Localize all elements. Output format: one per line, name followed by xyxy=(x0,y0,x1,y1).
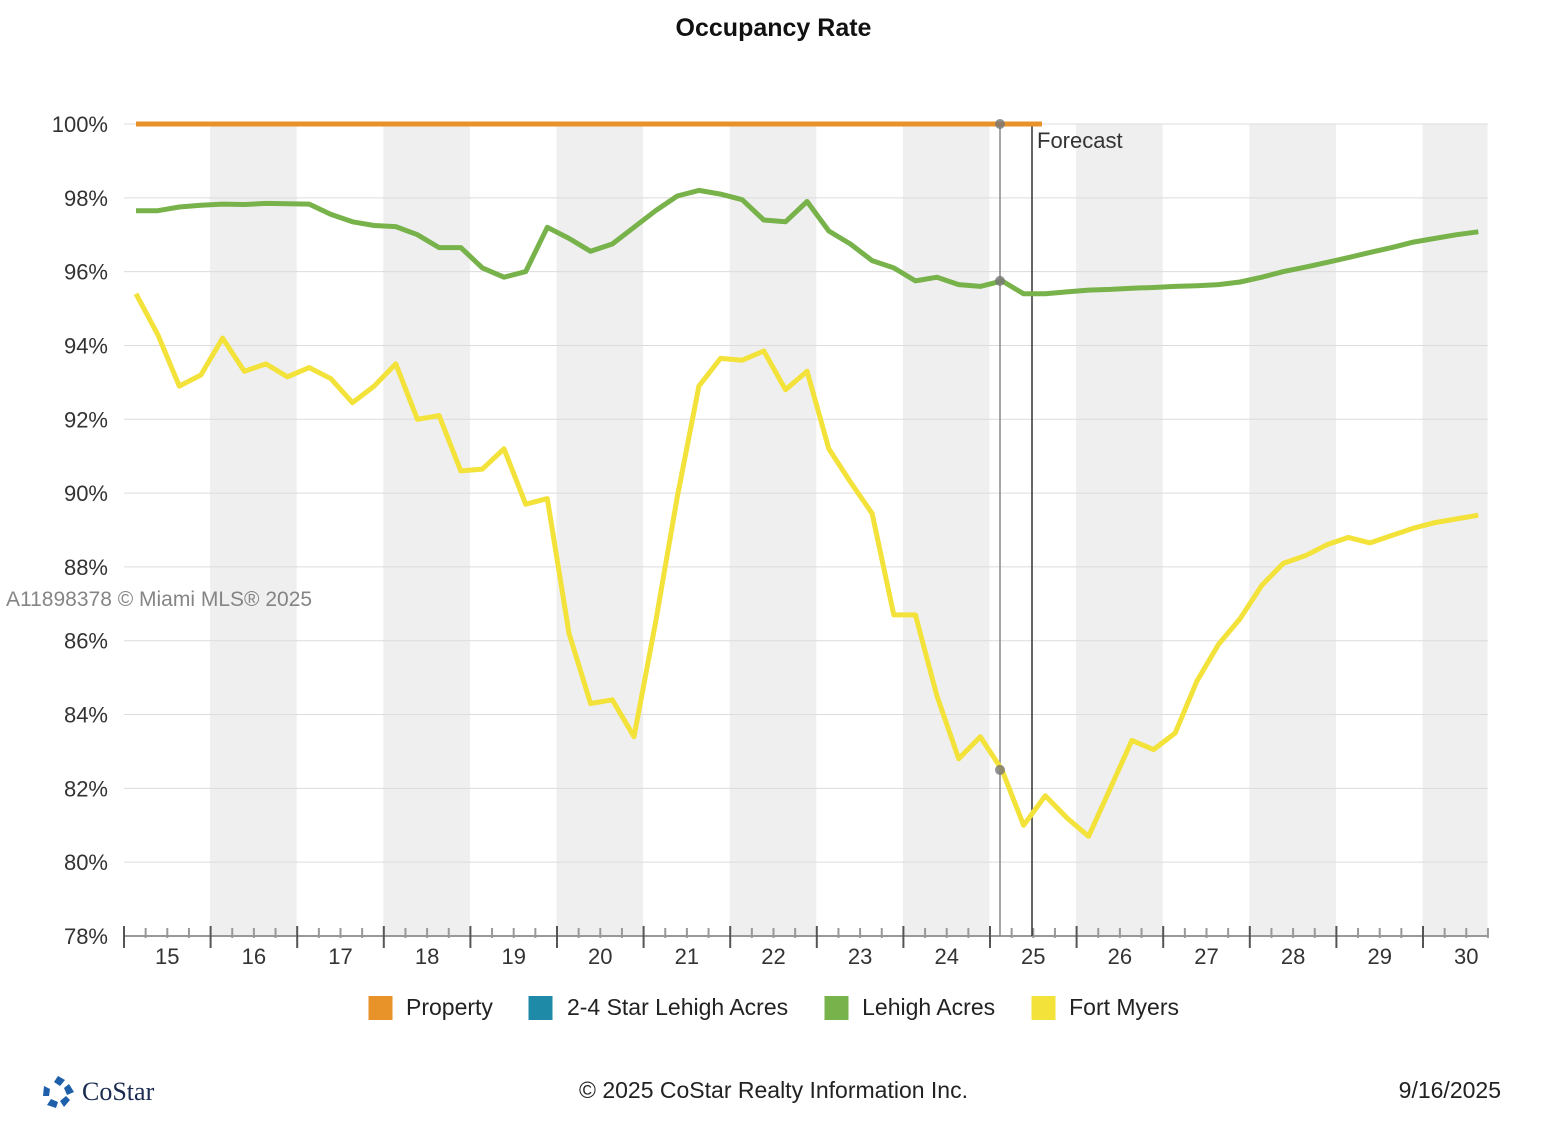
legend-item[interactable]: Lehigh Acres xyxy=(824,994,995,1021)
y-tick-label: 92% xyxy=(64,407,108,432)
x-tick-label: 15 xyxy=(155,944,179,969)
hover-marker-lehigh-acres xyxy=(995,275,1005,286)
legend-item[interactable]: Fort Myers xyxy=(1031,994,1179,1021)
x-tick-label: 22 xyxy=(761,944,785,969)
x-tick-label: 27 xyxy=(1194,944,1218,969)
y-tick-label: 78% xyxy=(64,924,108,949)
y-tick-label: 90% xyxy=(64,481,108,506)
year-band xyxy=(1422,124,1488,936)
year-band xyxy=(1076,124,1163,936)
x-tick-label: 24 xyxy=(934,944,958,969)
year-band xyxy=(1249,124,1336,936)
legend-item[interactable]: 2-4 Star Lehigh Acres xyxy=(528,994,789,1021)
costar-star-icon xyxy=(43,1076,74,1108)
legend-item[interactable]: Property xyxy=(368,994,493,1021)
y-tick-label: 80% xyxy=(64,850,108,875)
costar-wordmark: CoStar xyxy=(82,1077,155,1106)
legend-label: Fort Myers xyxy=(1069,994,1179,1020)
year-band xyxy=(383,124,470,936)
legend-swatch xyxy=(1031,995,1056,1020)
year-band xyxy=(729,124,817,936)
legend: Property 2-4 Star Lehigh Acres Lehigh Acre… xyxy=(368,994,1179,1021)
x-tick-label: 28 xyxy=(1281,944,1305,969)
x-tick-label: 18 xyxy=(415,944,439,969)
y-tick-label: 86% xyxy=(64,629,108,654)
legend-swatch xyxy=(824,995,849,1020)
report-date: 9/16/2025 xyxy=(1398,1077,1501,1103)
y-tick-label: 88% xyxy=(64,555,108,580)
legend-label: 2-4 Star Lehigh Acres xyxy=(566,994,789,1020)
hover-marker-property xyxy=(995,119,1005,129)
x-tick-label: 16 xyxy=(242,944,266,969)
costar-logo: CoStar xyxy=(40,1074,154,1110)
legend-label: Lehigh Acres xyxy=(862,994,996,1020)
y-tick-label: 98% xyxy=(64,186,108,211)
x-tick-label: 17 xyxy=(328,944,352,969)
legend-label: Property xyxy=(406,994,493,1020)
y-tick-label: 84% xyxy=(64,703,108,728)
legend-swatch xyxy=(528,995,553,1020)
hover-marker-fort-myers xyxy=(995,764,1005,775)
x-tick-label: 25 xyxy=(1021,944,1045,969)
legend-swatch xyxy=(368,995,392,1020)
x-tick-label: 29 xyxy=(1367,944,1391,969)
y-tick-label: 96% xyxy=(64,260,108,285)
x-tick-label: 26 xyxy=(1108,944,1132,969)
copyright-text: © 2025 CoStar Realty Information Inc. xyxy=(579,1077,968,1103)
x-tick-label: 30 xyxy=(1454,944,1478,969)
y-tick-label: 100% xyxy=(52,112,108,137)
year-band xyxy=(210,124,297,936)
x-tick-label: 20 xyxy=(588,944,612,969)
year-band xyxy=(902,124,990,936)
watermark: A11898378 © Miami MLS® 2025 xyxy=(6,588,313,611)
forecast-label: Forecast xyxy=(1037,128,1123,153)
y-tick-label: 94% xyxy=(64,333,108,358)
chart-title: Occupancy Rate xyxy=(675,14,872,42)
x-tick-label: 23 xyxy=(848,944,872,969)
y-tick-label: 82% xyxy=(64,776,108,801)
year-band xyxy=(556,124,644,936)
x-tick-label: 19 xyxy=(501,944,525,969)
x-tick-label: 21 xyxy=(675,944,699,969)
